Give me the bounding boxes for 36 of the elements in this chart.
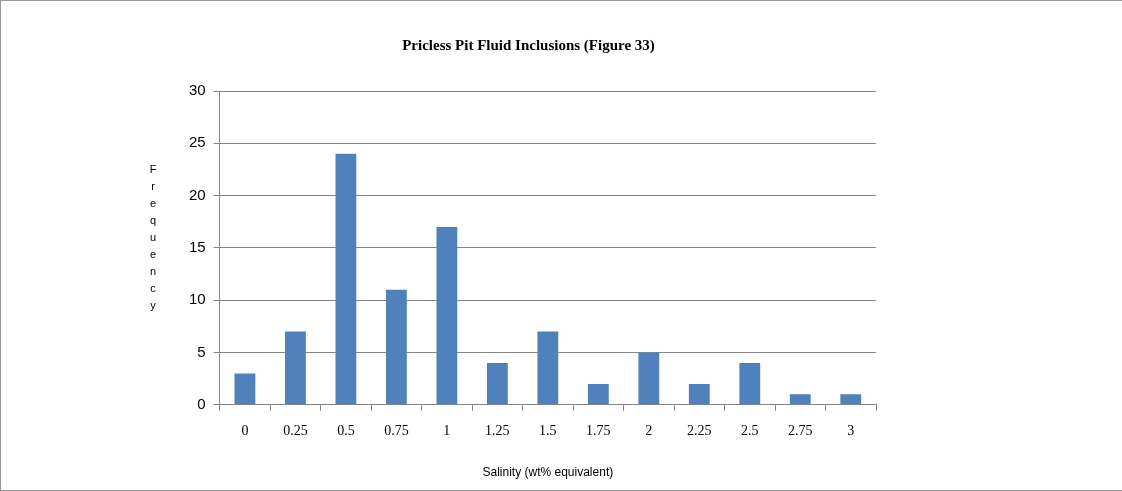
x-tick-label: 2 — [645, 422, 653, 438]
bar — [436, 226, 458, 405]
x-tick-label: 3 — [847, 422, 855, 438]
y-tick-label: 15 — [189, 238, 206, 256]
y-tick-label: 30 — [189, 81, 206, 99]
y-tick-label: 0 — [197, 394, 206, 412]
x-tick-label: 1.25 — [485, 422, 510, 438]
x-tick-label: 2.25 — [687, 422, 712, 438]
x-tick-label: 2.5 — [741, 422, 759, 438]
bar — [385, 289, 407, 405]
bar — [234, 373, 256, 405]
bar — [486, 362, 508, 405]
bar — [335, 153, 357, 405]
bar — [688, 383, 710, 405]
bar — [587, 383, 609, 405]
bar — [638, 352, 660, 405]
chart-title: Pricless Pit Fluid Inclusions (Figure 33) — [402, 36, 655, 54]
x-tick-label: 0 — [241, 422, 249, 438]
x-tick-label: 1.5 — [539, 422, 557, 438]
text: Frequency — [149, 162, 157, 311]
y-tick-label: 10 — [189, 290, 206, 308]
y-tick-label: 25 — [189, 133, 206, 151]
x-tick-label: 0.5 — [337, 422, 355, 438]
x-axis-title: Salinity (wt% equivalent) — [482, 465, 614, 480]
x-tick-label: 0.75 — [384, 422, 409, 438]
y-tick-label: 20 — [189, 185, 206, 203]
bar — [840, 394, 862, 405]
bar — [537, 331, 559, 405]
x-tick-label: 2.75 — [788, 422, 813, 438]
x-tick-label: 0.25 — [283, 422, 308, 438]
bar — [739, 362, 761, 405]
x-tick-label: 1.75 — [586, 422, 611, 438]
bar — [285, 331, 306, 405]
bar — [789, 394, 811, 405]
y-tick-label: 5 — [197, 342, 206, 360]
x-tick-label: 1 — [443, 422, 451, 438]
